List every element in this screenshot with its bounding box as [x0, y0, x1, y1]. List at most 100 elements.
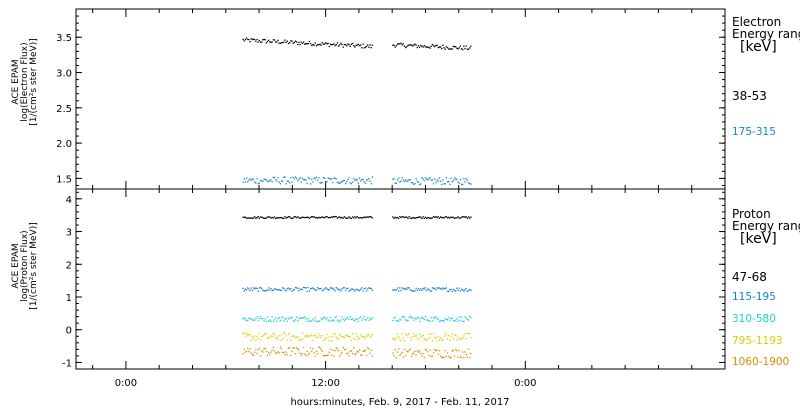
electron-data-point — [466, 48, 469, 50]
proton-data-point — [465, 317, 467, 319]
proton-data-point — [364, 216, 367, 219]
proton-data-point — [329, 216, 332, 219]
electron-data-point — [319, 181, 321, 184]
electron-data-point — [443, 183, 445, 185]
proton-data-point — [353, 319, 355, 321]
electron-data-point — [314, 178, 316, 180]
proton-data-point — [416, 216, 418, 219]
proton-data-point — [369, 336, 371, 339]
proton-data-point — [244, 216, 247, 218]
electron-legend-units: [keV] — [740, 39, 777, 55]
proton-data-point — [418, 333, 421, 335]
electron-data-point — [371, 176, 374, 178]
proton-data-point — [392, 352, 394, 354]
proton-data-point — [251, 336, 254, 338]
electron-data-point — [351, 181, 354, 183]
proton-data-point — [393, 355, 395, 357]
electron-data-point — [264, 39, 266, 41]
electron-data-point — [450, 177, 452, 179]
proton-data-point — [327, 354, 329, 356]
electron-data-point — [336, 42, 339, 44]
electron-data-point — [347, 43, 349, 45]
electron-data-point — [435, 44, 437, 47]
x-axis-label: hours:minutes, Feb. 9, 2017 - Feb. 11, 2… — [290, 397, 510, 408]
electron-data-point — [285, 183, 287, 185]
proton-data-point — [261, 350, 263, 352]
electron-data-point — [328, 45, 330, 48]
electron-data-point — [365, 179, 368, 181]
electron-data-point — [453, 177, 456, 179]
proton-data-point — [450, 288, 452, 291]
proton-data-point — [344, 318, 347, 320]
proton-data-point — [247, 347, 249, 349]
electron-data-point — [294, 176, 297, 178]
electron-data-point — [448, 180, 450, 183]
proton-data-point — [371, 217, 374, 219]
proton-data-point — [424, 339, 427, 341]
electron-data-point — [272, 176, 274, 179]
proton-data-point — [463, 290, 465, 292]
proton-data-point — [270, 320, 272, 322]
proton-data-point — [333, 355, 335, 357]
proton-data-point — [321, 334, 323, 337]
electron-data-point — [368, 177, 370, 180]
electron-ytick-label: 2.5 — [56, 104, 72, 115]
proton-data-point — [306, 290, 308, 293]
proton-data-point — [442, 319, 444, 322]
proton-data-point — [430, 217, 432, 219]
proton-data-point — [279, 319, 281, 322]
proton-data-point — [279, 339, 281, 342]
proton-data-point — [444, 332, 446, 334]
proton-data-point — [269, 289, 271, 291]
electron-data-point — [346, 45, 348, 47]
proton-data-point — [302, 338, 305, 341]
proton-data-point — [360, 334, 362, 336]
proton-data-point — [407, 217, 409, 220]
proton-data-point — [450, 356, 452, 359]
proton-data-point — [332, 319, 334, 321]
proton-data-point — [445, 216, 448, 218]
proton-data-point — [311, 350, 313, 353]
electron-data-point — [318, 177, 320, 179]
proton-data-point — [400, 353, 402, 355]
electron-data-point — [423, 179, 425, 182]
proton-data-point — [245, 350, 248, 352]
proton-data-point — [242, 287, 244, 289]
proton-data-point — [328, 289, 330, 291]
electron-data-point — [289, 41, 291, 44]
proton-ytick-label: 0 — [66, 326, 72, 337]
proton-data-point — [341, 288, 343, 290]
proton-data-point — [326, 317, 328, 319]
proton-data-point — [363, 350, 365, 352]
proton-data-point — [407, 286, 409, 289]
proton-data-point — [354, 216, 356, 218]
proton-data-point — [350, 339, 353, 341]
proton-data-point — [435, 350, 437, 352]
proton-data-point — [469, 315, 471, 317]
proton-data-point — [311, 320, 313, 322]
electron-data-point — [339, 182, 341, 185]
electron-data-point — [370, 46, 372, 49]
proton-data-point — [367, 216, 369, 218]
proton-data-point — [335, 336, 337, 338]
electron-data-point — [342, 179, 344, 182]
electron-data-point — [278, 42, 280, 44]
proton-data-point — [283, 217, 285, 220]
proton-data-point — [318, 216, 320, 219]
proton-data-point — [451, 333, 453, 335]
proton-data-point — [457, 320, 459, 322]
proton-data-point — [398, 290, 400, 292]
proton-data-point — [308, 217, 311, 220]
proton-data-point — [439, 320, 442, 322]
electron-data-point — [287, 42, 290, 45]
proton-data-point — [357, 217, 360, 219]
proton-data-point — [396, 287, 399, 289]
proton-data-point — [401, 351, 403, 353]
electron-data-point — [344, 182, 347, 185]
proton-data-point — [284, 216, 286, 218]
proton-data-point — [469, 217, 471, 219]
proton-data-point — [251, 319, 254, 321]
electron-data-point — [301, 42, 304, 45]
proton-data-point — [254, 319, 256, 321]
electron-data-point — [452, 179, 455, 181]
